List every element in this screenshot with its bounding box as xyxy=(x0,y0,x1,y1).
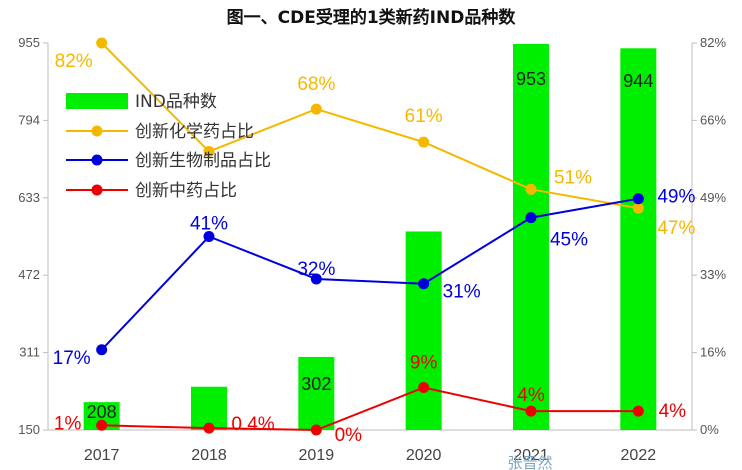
series-point xyxy=(96,419,108,431)
legend-swatch-marker xyxy=(91,184,103,196)
bar-data-label: 953 xyxy=(516,69,546,89)
series-data-label: 51% xyxy=(554,167,592,188)
y-right-tick-label: 16% xyxy=(700,345,726,360)
bar xyxy=(405,231,442,430)
chart-title: 图一、CDE受理的1类新药IND品种数 xyxy=(227,7,517,28)
series-data-label: 47% xyxy=(657,218,695,239)
series-point xyxy=(525,405,537,417)
x-tick-label: 2022 xyxy=(621,447,657,464)
series-data-label: 41% xyxy=(190,214,228,235)
legend-label: IND品种数 xyxy=(135,92,217,112)
x-tick-label: 2020 xyxy=(406,447,442,464)
series-data-label: 4% xyxy=(517,385,545,406)
y-left-tick-label: 955 xyxy=(18,35,40,50)
bar xyxy=(298,356,335,430)
series-point xyxy=(203,422,215,434)
series-data-label: 17% xyxy=(53,348,91,369)
legend-label: 创新化学药占比 xyxy=(135,122,254,142)
bar-data-label: 944 xyxy=(623,71,653,91)
series-point xyxy=(525,212,537,224)
series-data-label: 0.4% xyxy=(231,414,274,435)
series-line xyxy=(101,386,639,432)
series-point xyxy=(96,37,108,49)
bar xyxy=(513,43,549,431)
legend-swatch-marker xyxy=(91,125,103,137)
series-lines xyxy=(96,37,644,436)
series-data-label: 4% xyxy=(659,401,687,422)
bar-data-label: 302 xyxy=(301,374,331,394)
bar xyxy=(620,48,657,430)
series-line xyxy=(100,197,639,351)
series-data-label: 1% xyxy=(54,413,82,434)
series-line xyxy=(100,42,639,210)
series-data-label: 9% xyxy=(410,353,438,374)
y-right-tick-label: 82% xyxy=(700,35,726,50)
legend-label: 创新生物制品占比 xyxy=(135,151,271,171)
series-point xyxy=(310,103,322,115)
data-labels: 208 302 953 944 82% 68% 61% 51% 47% 17% 41% 32% 31% 4… xyxy=(53,51,696,446)
series-point xyxy=(632,202,644,214)
series-data-label: 45% xyxy=(550,230,588,251)
y-right-tick-label: 0% xyxy=(700,422,719,437)
series-data-label: 32% xyxy=(297,259,335,280)
series-point xyxy=(310,424,322,436)
y-right-tick-label: 49% xyxy=(700,190,726,205)
x-tick-label: 2018 xyxy=(191,447,227,464)
x-tick-label: 2021 xyxy=(513,447,549,464)
series-point xyxy=(203,146,215,158)
series-data-label: 82% xyxy=(55,51,93,72)
y-left-tick-label: 150 xyxy=(18,422,40,437)
series-data-label: 68% xyxy=(297,74,335,95)
series-point xyxy=(418,382,430,394)
y-right-tick-label: 33% xyxy=(700,267,726,282)
series-point xyxy=(418,136,430,148)
x-tick-label: 2017 xyxy=(84,447,120,464)
series-point xyxy=(632,193,644,205)
series-point xyxy=(418,278,430,290)
series-point xyxy=(310,273,322,285)
series-point xyxy=(96,344,108,356)
x-tick-label: 2019 xyxy=(299,447,335,464)
series-point xyxy=(203,231,215,242)
series-data-label: 49% xyxy=(657,187,695,208)
bar-data-label: 208 xyxy=(87,402,117,422)
y-left-tick-label: 794 xyxy=(18,112,40,127)
series-data-label: 61% xyxy=(405,106,443,127)
watermark: 张晋然 xyxy=(507,454,552,470)
y-right-tick-label: 66% xyxy=(700,112,726,127)
bars xyxy=(83,43,657,431)
series-point xyxy=(632,405,644,417)
series-data-label: 0% xyxy=(335,425,363,446)
series-data-label: 31% xyxy=(443,282,481,303)
legend-swatch-bars xyxy=(66,93,128,109)
legend-label: 创新中药占比 xyxy=(135,181,237,201)
y-left-tick-label: 472 xyxy=(18,267,40,282)
legend-swatch-marker xyxy=(91,154,103,166)
y-left-tick-label: 633 xyxy=(18,190,40,205)
series-point xyxy=(525,183,537,195)
y-left-tick-label: 311 xyxy=(19,345,40,360)
